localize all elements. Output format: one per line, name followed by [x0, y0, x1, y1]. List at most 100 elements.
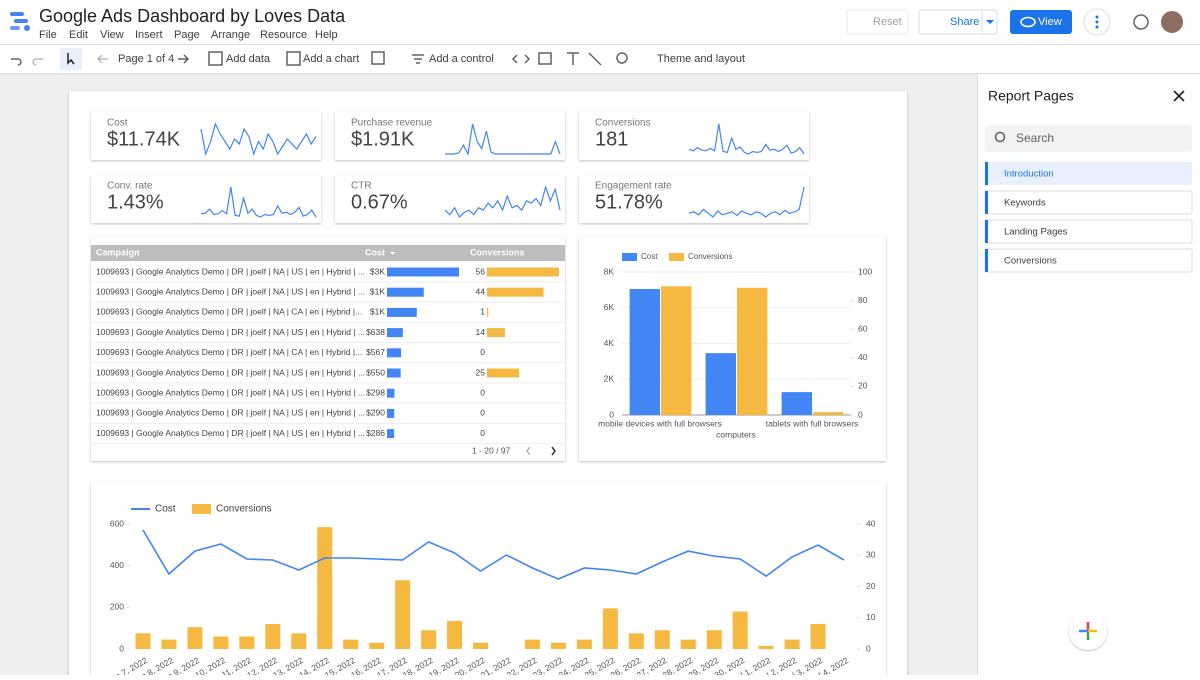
share-menu[interactable]: [986, 20, 994, 24]
pagination: 1 - 20 / 97: [472, 445, 511, 455]
bar: [628, 633, 644, 649]
bar: [135, 633, 151, 649]
axis-tick-label: 80: [858, 295, 868, 305]
cost-bar: [387, 429, 395, 439]
menu-item[interactable]: Insert: [135, 29, 163, 41]
sparkline: [688, 123, 805, 155]
view-button[interactable]: [1010, 10, 1072, 34]
legend-label: Conversions: [688, 252, 732, 261]
x-tick-label: computers: [716, 429, 756, 439]
bar: [317, 527, 333, 649]
axis-tick-label: 30: [866, 550, 876, 560]
axis-tick-label: 100: [858, 266, 872, 276]
conversions-bar: [487, 307, 489, 317]
conversions-bar: [487, 287, 544, 297]
axis-tick-label: 0: [858, 409, 863, 419]
conversions-bar: [487, 267, 559, 277]
campaign-cell: 1009693 | Google Analytics Demo | DR | j…: [96, 428, 365, 438]
campaign-cell: 1009693 | Google Analytics Demo | DR | j…: [96, 387, 365, 397]
legend-swatch: [669, 253, 684, 261]
bar: [550, 642, 566, 649]
scorecard-value: 181: [595, 128, 628, 150]
share-button[interactable]: [918, 9, 998, 35]
avatar[interactable]: [1161, 11, 1183, 33]
view-icon: [1020, 16, 1036, 28]
menu-item[interactable]: Help: [315, 29, 338, 41]
cost-bar: [387, 348, 402, 358]
axis-tick-label: 0: [119, 643, 124, 653]
page-item[interactable]: [985, 162, 1192, 185]
scorecard: [579, 175, 809, 223]
sparkline: [444, 184, 561, 218]
bar: [661, 286, 692, 415]
axis-tick-label: 400: [110, 560, 124, 570]
help-button[interactable]: [1133, 14, 1149, 30]
search-box[interactable]: [985, 125, 1192, 152]
prev-page[interactable]: [526, 446, 531, 456]
scorecard-label: CTR: [351, 181, 372, 192]
menu-item[interactable]: Edit: [69, 29, 88, 41]
sparkline: [200, 122, 317, 157]
campaign-cell: 1009693 | Google Analytics Demo | DR | j…: [96, 327, 365, 337]
cost-bar: [387, 287, 424, 297]
add-data[interactable]: Add data: [226, 53, 271, 65]
scorecard-label: Purchase revenue: [351, 118, 433, 129]
x-tick-label: mobile devices with full browsers: [598, 418, 722, 428]
bar: [187, 627, 203, 649]
bar: [654, 630, 670, 649]
column-header[interactable]: Campaign: [96, 247, 140, 257]
scorecard-label: Engagement rate: [595, 181, 672, 192]
menu-item[interactable]: Page: [174, 29, 200, 41]
reset-label: Reset: [873, 16, 902, 28]
scorecard-value: 51.78%: [595, 191, 663, 213]
close-panel[interactable]: [1173, 90, 1185, 102]
sort-icon: [390, 252, 395, 255]
page-marker: [985, 249, 988, 272]
axis-tick-label: 20: [866, 581, 876, 591]
cost-bar: [387, 408, 395, 418]
menu-item[interactable]: Arrange: [211, 29, 250, 41]
axis-tick-label: 40: [858, 352, 868, 362]
menu-item[interactable]: View: [100, 29, 124, 41]
theme-layout[interactable]: Theme and layout: [657, 53, 745, 65]
scorecard: [579, 112, 809, 160]
bar: [781, 392, 812, 415]
column-header[interactable]: Cost: [365, 247, 385, 257]
bar: [706, 630, 722, 649]
sparkline: [200, 186, 317, 218]
bar: [447, 620, 463, 649]
scorecard-label: Conversions: [595, 118, 651, 129]
legend-label: Cost: [155, 504, 176, 515]
conversions-bar: [487, 368, 520, 378]
cost-bar: [387, 388, 395, 398]
bar: [810, 624, 826, 649]
conversions-cell: 0: [480, 347, 485, 357]
page-indicator: Page 1 of 4: [118, 53, 174, 65]
cost-cell: $1K: [370, 307, 385, 317]
bar: [629, 288, 660, 415]
reset-button[interactable]: [846, 9, 909, 35]
axis-tick-label: 0: [866, 643, 871, 653]
report-title[interactable]: Google Ads Dashboard by Loves Data: [39, 6, 346, 26]
cost-cell: $290: [366, 408, 385, 418]
bar: [680, 639, 696, 649]
axis-tick-label: 4K: [604, 338, 615, 348]
conversions-bar: [487, 328, 505, 338]
menu-item[interactable]: Resource: [260, 29, 307, 41]
bar: [758, 645, 774, 649]
next-page[interactable]: [551, 446, 556, 456]
menu-item[interactable]: File: [39, 29, 57, 41]
add-control[interactable]: Add a control: [429, 53, 494, 65]
sparkline: [688, 186, 805, 218]
bar: [239, 636, 255, 649]
axis-tick-label: 0: [609, 409, 614, 419]
conversions-cell: 14: [476, 327, 486, 337]
axis-tick-label: 40: [866, 518, 876, 528]
bar: [343, 639, 359, 649]
campaign-cell: 1009693 | Google Analytics Demo | DR | j…: [96, 367, 365, 377]
column-header[interactable]: Conversions: [470, 247, 525, 257]
campaign-cell: 1009693 | Google Analytics Demo | DR | j…: [96, 408, 365, 418]
page-label: Conversions: [1004, 256, 1057, 267]
add-chart[interactable]: Add a chart: [303, 53, 359, 65]
